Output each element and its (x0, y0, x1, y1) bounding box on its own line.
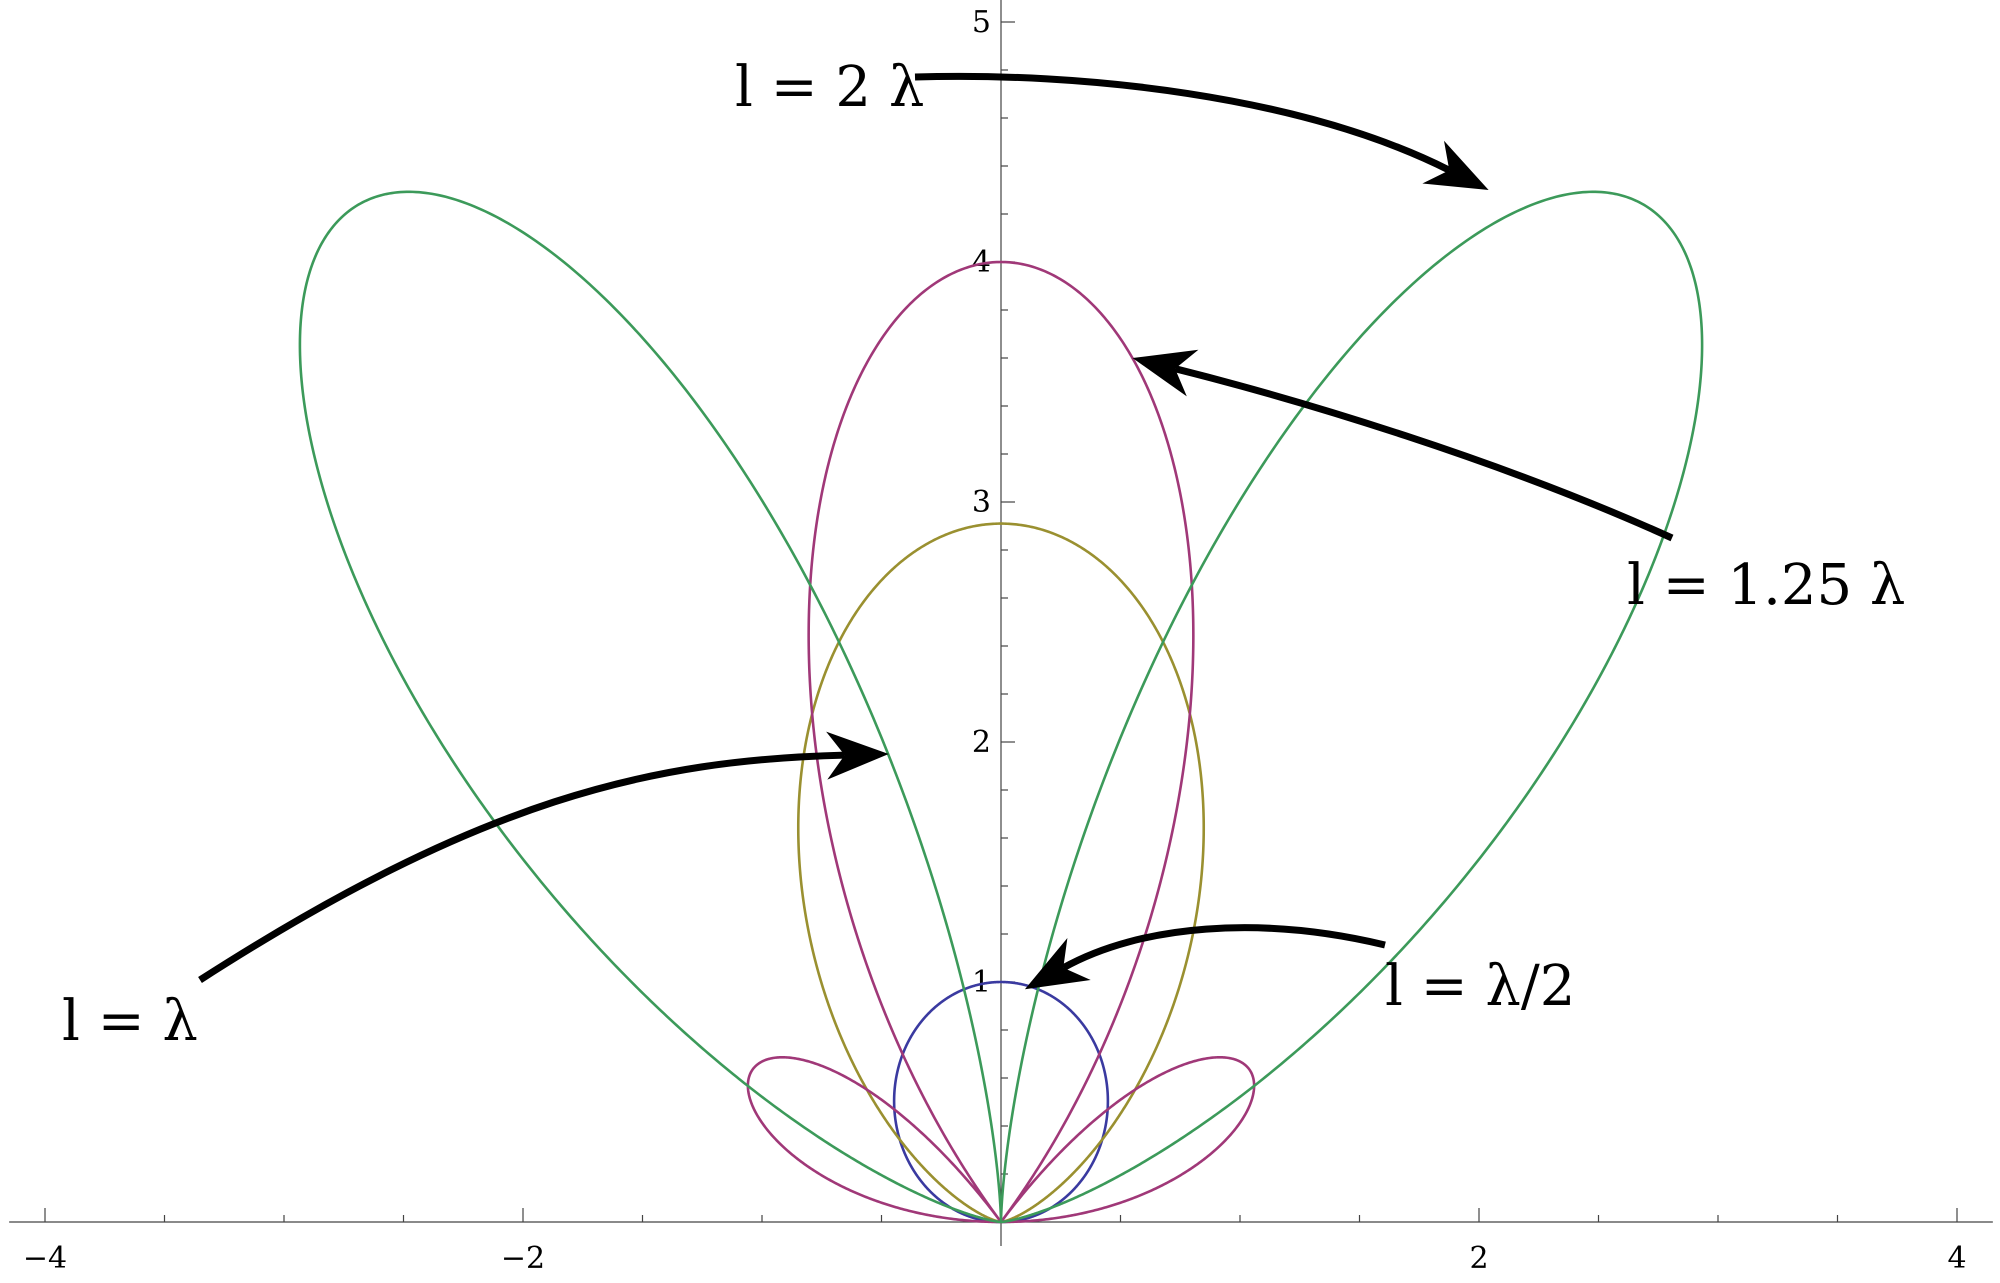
annotation-label-1.25-wave: l = 1.25 λ (1627, 553, 1905, 618)
arrow-head-two-wave (1422, 140, 1489, 190)
y-tick-label: 5 (972, 5, 991, 40)
pattern-curve-half-wave (892, 980, 1110, 1224)
y-tick-label: 3 (972, 485, 991, 520)
x-ticks: −4 −2 2 4 (23, 1208, 1967, 1276)
y-tick-label: 1 (972, 965, 991, 1000)
y-tick-label: 2 (972, 725, 991, 760)
x-tick-label: 4 (1947, 1241, 1966, 1276)
arrow-shaft-two-wave (914, 72, 1451, 174)
annotations: l = 2 λ l = 1.25 λ l = λ l = λ/2 (62, 55, 1905, 1054)
annotation-label-half-wave: l = λ/2 (1385, 954, 1575, 1019)
pattern-curve-two-wave (298, 190, 1704, 1224)
arrow-shaft-1.25-wave (1174, 365, 1674, 542)
arrow-head-1.25-wave (1132, 349, 1199, 397)
annotation-label-full-wave: l = λ (62, 989, 198, 1054)
x-tick-label: 2 (1469, 1241, 1488, 1276)
annotation-1.25-wave: l = 1.25 λ (1132, 349, 1905, 618)
pattern-curve-full-wave (796, 522, 1206, 1224)
x-tick-label: −4 (23, 1241, 67, 1276)
arrow-head-half-wave (1024, 938, 1091, 990)
annotation-label-two-wave: l = 2 λ (735, 55, 924, 120)
annotation-full-wave: l = λ (62, 731, 889, 1054)
arrow-shaft-full-wave (198, 751, 845, 983)
pattern-curves (298, 190, 1704, 1224)
pattern-curve-1.25-wave (746, 260, 1256, 1224)
arrow-head-full-wave (826, 731, 889, 780)
annotation-two-wave: l = 2 λ (735, 55, 1489, 190)
axes: −4 −2 2 4 1 2 3 4 5 (9, 0, 1993, 1276)
annotation-half-wave: l = λ/2 (1024, 924, 1575, 1019)
arrow-shaft-half-wave (1061, 924, 1386, 971)
x-tick-label: −2 (501, 1241, 545, 1276)
